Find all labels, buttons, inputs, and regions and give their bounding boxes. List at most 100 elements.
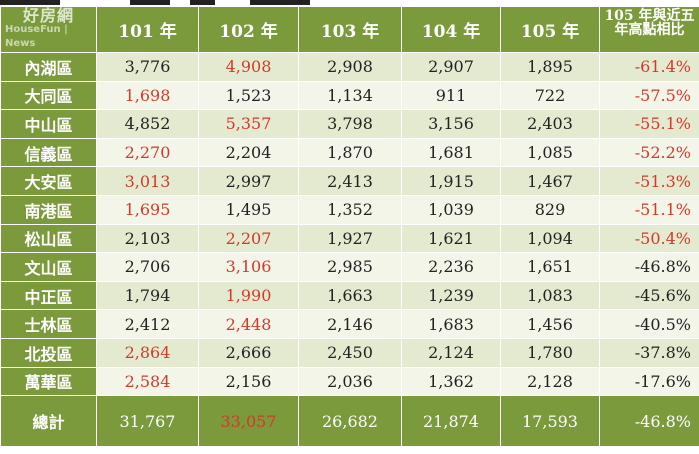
total-102: 33,057 xyxy=(198,395,299,448)
top-strip xyxy=(0,0,699,6)
change-pct-cell: -37.8% xyxy=(599,337,699,368)
change-pct-cell: -51.1% xyxy=(599,194,699,225)
value-cell: 1,039 xyxy=(401,194,501,225)
value-cell: 3,106 xyxy=(198,252,299,282)
value-cell: 2,124 xyxy=(401,337,501,368)
transaction-table: 好房網 HouseFun | News 101 年 102 年 103 年 10… xyxy=(0,6,699,448)
table-header-row: 好房網 HouseFun | News 101 年 102 年 103 年 10… xyxy=(0,6,699,53)
value-cell: 2,666 xyxy=(198,337,299,368)
value-cell: 3,798 xyxy=(298,109,402,139)
value-cell: 2,236 xyxy=(401,252,501,282)
change-pct-cell: -51.3% xyxy=(599,166,699,196)
value-cell: 1,927 xyxy=(298,223,402,254)
table-row: 文山區 2,706 3,106 2,985 2,236 1,651 -46.8% xyxy=(0,252,699,282)
table-row: 中正區 1,794 1,990 1,663 1,239 1,083 -45.6% xyxy=(0,280,699,311)
table-body: 內湖區 3,776 4,908 2,908 2,907 1,895 -61.4% 大同區 1,6… xyxy=(0,52,699,397)
value-cell: 2,412 xyxy=(96,309,199,339)
clipped-text-fragment xyxy=(250,0,310,5)
value-cell: 1,663 xyxy=(298,280,402,311)
value-cell: 1,895 xyxy=(500,52,600,82)
table-row: 中山區 4,852 5,357 3,798 3,156 2,403 -55.1% xyxy=(0,109,699,139)
housefun-watermark: 好房網 HouseFun | News xyxy=(5,6,96,51)
value-cell: 3,156 xyxy=(401,109,501,139)
value-cell: 1,695 xyxy=(96,194,199,225)
region-cell: 文山區 xyxy=(0,252,97,282)
value-cell: 1,780 xyxy=(500,337,600,368)
total-105: 17,593 xyxy=(500,395,600,448)
total-103: 26,682 xyxy=(298,395,402,448)
change-pct-cell: -57.5% xyxy=(599,80,699,111)
value-cell: 2,864 xyxy=(96,337,199,368)
value-cell: 1,698 xyxy=(96,80,199,111)
clipped-text-fragment xyxy=(130,0,170,5)
value-cell: 1,681 xyxy=(401,137,501,168)
value-cell: 5,357 xyxy=(198,109,299,139)
value-cell: 2,403 xyxy=(500,109,600,139)
change-pct-cell: -50.4% xyxy=(599,223,699,254)
clipped-text-fragment xyxy=(190,0,215,5)
table-row: 南港區 1,695 1,495 1,352 1,039 829 -51.1% xyxy=(0,194,699,225)
header-105: 105 年 xyxy=(500,6,600,53)
value-cell: 3,776 xyxy=(96,52,199,82)
value-cell: 2,036 xyxy=(298,366,402,397)
region-cell: 士林區 xyxy=(0,309,97,339)
value-cell: 3,013 xyxy=(96,166,199,196)
value-cell: 1,651 xyxy=(500,252,600,282)
value-cell: 1,915 xyxy=(401,166,501,196)
value-cell: 2,584 xyxy=(96,366,199,397)
total-row: 總計 31,767 33,057 26,682 21,874 17,593 -4… xyxy=(0,395,699,448)
value-cell: 2,413 xyxy=(298,166,402,196)
region-cell: 中山區 xyxy=(0,109,97,139)
header-103: 103 年 xyxy=(298,6,402,53)
value-cell: 2,448 xyxy=(198,309,299,339)
header-104: 104 年 xyxy=(401,6,501,53)
region-cell: 信義區 xyxy=(0,137,97,168)
region-cell: 北投區 xyxy=(0,337,97,368)
value-cell: 911 xyxy=(401,80,501,111)
region-cell: 松山區 xyxy=(0,223,97,254)
value-cell: 1,083 xyxy=(500,280,600,311)
value-cell: 2,128 xyxy=(500,366,600,397)
value-cell: 2,156 xyxy=(198,366,299,397)
table-row: 大安區 3,013 2,997 2,413 1,915 1,467 -51.3% xyxy=(0,166,699,196)
change-pct-cell: -45.6% xyxy=(599,280,699,311)
value-cell: 1,085 xyxy=(500,137,600,168)
value-cell: 1,523 xyxy=(198,80,299,111)
total-104: 21,874 xyxy=(401,395,501,448)
change-pct-cell: -46.8% xyxy=(599,252,699,282)
value-cell: 2,270 xyxy=(96,137,199,168)
clipped-text-fragment xyxy=(0,0,60,5)
total-pct: -46.8% xyxy=(599,395,699,448)
value-cell: 1,467 xyxy=(500,166,600,196)
value-cell: 2,207 xyxy=(198,223,299,254)
value-cell: 4,908 xyxy=(198,52,299,82)
region-cell: 萬華區 xyxy=(0,366,97,397)
value-cell: 722 xyxy=(500,80,600,111)
value-cell: 1,870 xyxy=(298,137,402,168)
region-cell: 中正區 xyxy=(0,280,97,311)
value-cell: 1,683 xyxy=(401,309,501,339)
table-row: 萬華區 2,584 2,156 2,036 1,362 2,128 -17.6% xyxy=(0,366,699,397)
total-101: 31,767 xyxy=(96,395,199,448)
header-compare: 105 年與近五年高點相比 xyxy=(599,6,699,53)
value-cell: 4,852 xyxy=(96,109,199,139)
change-pct-cell: -40.5% xyxy=(599,309,699,339)
region-cell: 大同區 xyxy=(0,80,97,111)
value-cell: 829 xyxy=(500,194,600,225)
watermark-sub: HouseFun | News xyxy=(5,24,68,49)
region-cell: 大安區 xyxy=(0,166,97,196)
table-row: 北投區 2,864 2,666 2,450 2,124 1,780 -37.8% xyxy=(0,337,699,368)
value-cell: 1,990 xyxy=(198,280,299,311)
value-cell: 1,794 xyxy=(96,280,199,311)
value-cell: 1,456 xyxy=(500,309,600,339)
change-pct-cell: -52.2% xyxy=(599,137,699,168)
value-cell: 1,495 xyxy=(198,194,299,225)
value-cell: 1,134 xyxy=(298,80,402,111)
table-row: 士林區 2,412 2,448 2,146 1,683 1,456 -40.5% xyxy=(0,309,699,339)
value-cell: 1,621 xyxy=(401,223,501,254)
watermark-brand: 好房網 xyxy=(23,6,75,25)
header-corner: 好房網 HouseFun | News xyxy=(0,6,97,53)
region-cell: 南港區 xyxy=(0,194,97,225)
value-cell: 2,985 xyxy=(298,252,402,282)
value-cell: 1,094 xyxy=(500,223,600,254)
